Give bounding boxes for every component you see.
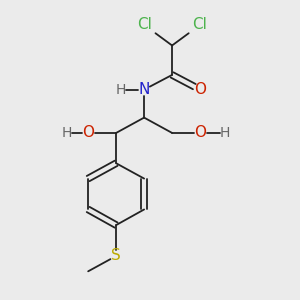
Text: H: H [62, 126, 72, 140]
Text: H: H [220, 126, 230, 140]
Text: Cl: Cl [137, 17, 152, 32]
Text: O: O [194, 82, 206, 97]
Text: O: O [194, 125, 206, 140]
Text: H: H [116, 82, 126, 97]
Text: Cl: Cl [193, 17, 208, 32]
Text: N: N [138, 82, 150, 97]
Text: O: O [82, 125, 94, 140]
Text: S: S [111, 248, 121, 263]
